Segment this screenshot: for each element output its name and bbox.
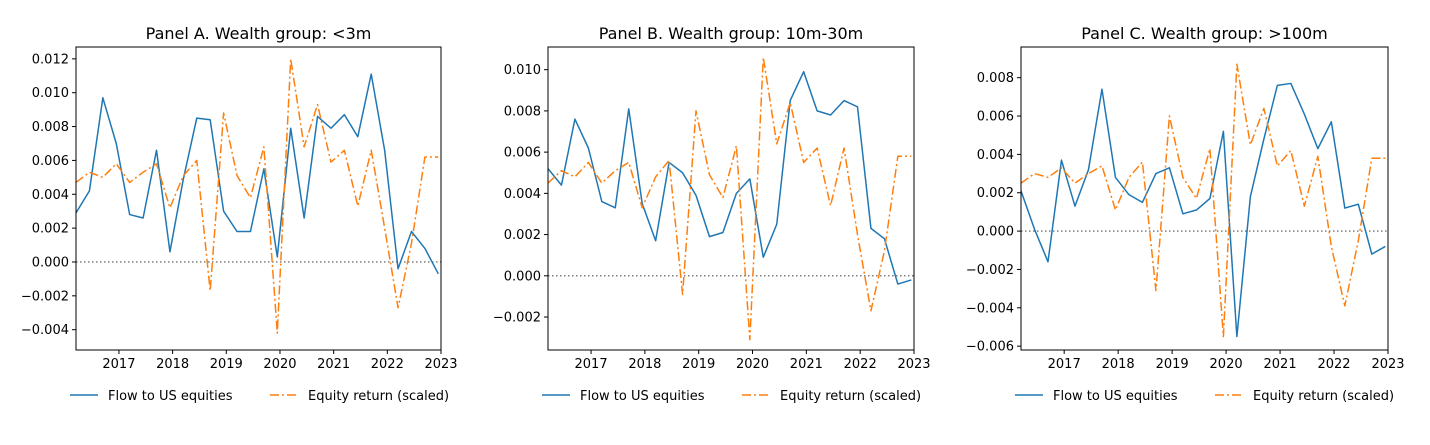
legend-flow-label: Flow to US equities — [1053, 389, 1178, 404]
x-tick-label: 2021 — [1264, 357, 1297, 372]
y-tick-label: −0.002 — [966, 263, 1014, 278]
legend: Flow to US equities Equity return (scaled… — [1015, 389, 1394, 404]
equity-return-series-line — [547, 56, 912, 341]
y-tick-label: 0.002 — [504, 228, 541, 243]
x-tick-label: 2019 — [1156, 357, 1189, 372]
legend-flow-label: Flow to US equities — [580, 389, 705, 404]
y-tick-label: 0.004 — [504, 187, 541, 202]
x-tick-label: 2023 — [1371, 357, 1404, 372]
legend-equity-label: Equity return (scaled) — [1253, 389, 1394, 404]
x-tick-label: 2017 — [575, 357, 608, 372]
y-tick-label: 0.004 — [977, 148, 1014, 163]
x-tick-label: 2020 — [736, 357, 769, 372]
x-tick-label: 2020 — [1210, 357, 1243, 372]
equity-return-series-line — [1020, 63, 1386, 338]
x-tick-label: 2022 — [371, 357, 404, 372]
panel-title: Panel C. Wealth group: >100m — [1081, 24, 1328, 43]
x-tick-label: 2017 — [102, 357, 135, 372]
x-tick-label: 2019 — [210, 357, 243, 372]
plot-frame — [75, 46, 442, 351]
plot-frame — [1020, 46, 1389, 351]
y-tick-label: 0.012 — [32, 52, 69, 67]
y-tick-label: 0.008 — [977, 71, 1014, 86]
x-tick-label: 2017 — [1048, 357, 1081, 372]
y-tick-label: 0.006 — [32, 154, 69, 169]
y-tick-label: 0.000 — [32, 255, 69, 270]
y-tick-label: −0.004 — [21, 323, 69, 338]
x-tick-label: 2018 — [1102, 357, 1135, 372]
panel-c: Panel C. Wealth group: >100m −0.006 −0.004… — [966, 24, 1405, 404]
panel-a: Panel A. Wealth group: <3m −0.004 −0.002 0.… — [21, 24, 458, 404]
panel-b: Panel B. Wealth group: 10m-30m −0.002 0.00… — [493, 24, 931, 404]
panel-title: Panel B. Wealth group: 10m-30m — [599, 24, 863, 43]
x-tick-label: 2023 — [424, 357, 457, 372]
legend-flow-label: Flow to US equities — [108, 389, 233, 404]
legend-equity-label: Equity return (scaled) — [308, 389, 449, 404]
y-tick-label: 0.004 — [32, 188, 69, 203]
y-tick-label: 0.006 — [977, 110, 1014, 125]
flow-series-line — [1020, 82, 1386, 338]
plot-frame — [547, 46, 915, 351]
flow-series-line — [75, 73, 439, 275]
y-tick-label: 0.008 — [32, 120, 69, 135]
equity-return-series-line — [75, 58, 439, 334]
legend: Flow to US equities Equity return (scaled… — [542, 389, 921, 404]
y-tick-label: 0.002 — [977, 186, 1014, 201]
x-tick-label: 2020 — [263, 357, 296, 372]
x-tick-label: 2018 — [628, 357, 661, 372]
y-tick-label: 0.010 — [504, 63, 541, 78]
x-tick-label: 2021 — [317, 357, 350, 372]
y-tick-label: −0.002 — [21, 289, 69, 304]
x-tick-label: 2021 — [790, 357, 823, 372]
y-tick-label: 0.000 — [504, 269, 541, 284]
x-tick-label: 2023 — [897, 357, 930, 372]
y-tick-label: 0.010 — [32, 86, 69, 101]
y-tick-label: 0.006 — [504, 146, 541, 161]
legend-equity-label: Equity return (scaled) — [780, 389, 921, 404]
y-tick-label: −0.004 — [966, 301, 1014, 316]
y-tick-label: 0.008 — [504, 104, 541, 119]
y-tick-label: −0.002 — [493, 311, 541, 326]
y-tick-label: 0.000 — [977, 225, 1014, 240]
legend: Flow to US equities Equity return (scaled… — [70, 389, 449, 404]
y-tick-label: 0.002 — [32, 222, 69, 237]
panel-title: Panel A. Wealth group: <3m — [146, 24, 372, 43]
flow-series-line — [547, 70, 912, 285]
x-tick-label: 2018 — [156, 357, 189, 372]
x-tick-label: 2019 — [682, 357, 715, 372]
y-tick-label: −0.006 — [966, 340, 1014, 355]
x-tick-label: 2022 — [844, 357, 877, 372]
x-tick-label: 2022 — [1317, 357, 1350, 372]
